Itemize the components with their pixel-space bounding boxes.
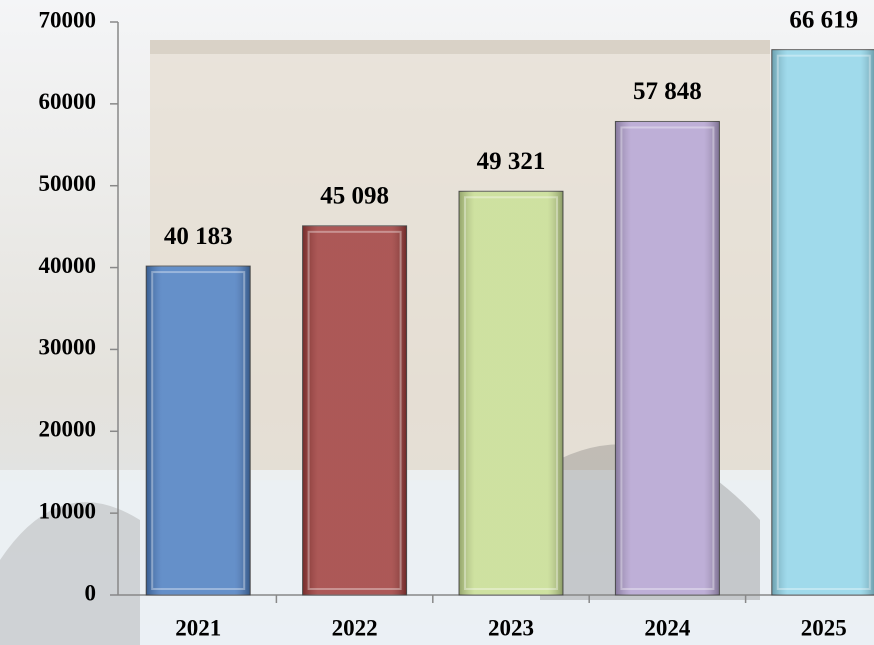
y-tick-label: 30000 bbox=[39, 335, 97, 360]
x-tick-label: 2021 bbox=[175, 615, 221, 640]
x-tick-label: 2023 bbox=[488, 615, 534, 640]
value-label: 66 619 bbox=[789, 6, 858, 33]
y-tick-label: 60000 bbox=[39, 89, 97, 114]
x-tick-label: 2025 bbox=[801, 615, 847, 640]
y-tick-label: 0 bbox=[85, 580, 97, 605]
bar-bevel bbox=[307, 230, 402, 590]
value-label: 49 321 bbox=[477, 148, 546, 175]
bar-bevel bbox=[151, 271, 246, 590]
y-tick-label: 50000 bbox=[39, 171, 97, 196]
bar-shade bbox=[302, 225, 407, 596]
bar-shade bbox=[459, 191, 563, 595]
value-label: 57 848 bbox=[633, 78, 702, 105]
bar-bevel bbox=[464, 196, 558, 590]
y-tick-label: 40000 bbox=[39, 253, 97, 278]
value-label: 45 098 bbox=[320, 183, 389, 210]
bar-shade bbox=[146, 266, 251, 595]
bar-bevel bbox=[620, 126, 715, 590]
x-tick-label: 2022 bbox=[332, 615, 378, 640]
y-tick-label: 20000 bbox=[39, 417, 97, 442]
bar-shade bbox=[771, 49, 874, 595]
x-tick-label: 2024 bbox=[644, 615, 691, 640]
bar-shade bbox=[615, 121, 720, 595]
y-tick-label: 10000 bbox=[39, 498, 97, 523]
bar-bevel bbox=[776, 54, 871, 590]
y-tick-label: 70000 bbox=[39, 7, 97, 32]
value-label: 40 183 bbox=[164, 223, 233, 250]
